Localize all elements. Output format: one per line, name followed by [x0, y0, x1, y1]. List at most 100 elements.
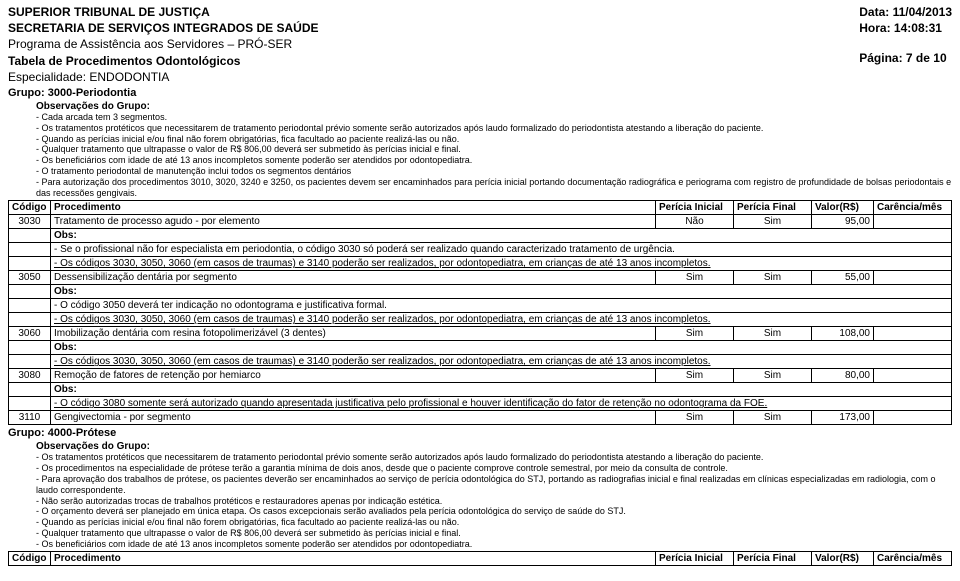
- org-title: SUPERIOR TRIBUNAL DE JUSTIÇA: [8, 4, 319, 20]
- table-row-obs: - O código 3050 deverá ter indicação no …: [9, 299, 952, 313]
- cell-codigo: 3030: [9, 215, 51, 229]
- obs-label: Obs:: [54, 286, 77, 297]
- cell-valor: 108,00: [812, 327, 874, 341]
- cell-codigo: 3050: [9, 271, 51, 285]
- cell-valor: 80,00: [812, 369, 874, 383]
- cell-car: [874, 271, 952, 285]
- header-right: Data: 11/04/2013 Hora: 14:08:31 Página: …: [859, 4, 952, 85]
- table-row-obs: - Se o profissional não for especialista…: [9, 243, 952, 257]
- table-row-obs: - Os códigos 3030, 3050, 3060 (em casos …: [9, 355, 952, 369]
- table-row: 3050Dessensibilização dentária por segme…: [9, 271, 952, 285]
- group-obs-line: - Os procedimentos na especialidade de p…: [36, 463, 952, 474]
- cell-valor: 55,00: [812, 271, 874, 285]
- col-pf: Perícia Final: [734, 552, 812, 566]
- cell-pf: Sim: [734, 271, 812, 285]
- cell-proc: Dessensibilização dentária por segmento: [51, 271, 656, 285]
- table-row-obs-head: Obs:: [9, 229, 952, 243]
- cell-car: [874, 369, 952, 383]
- col-pi: Perícia Inicial: [656, 201, 734, 215]
- group-obs-line: - Qualquer tratamento que ultrapasse o v…: [36, 528, 952, 539]
- cell-car: [874, 327, 952, 341]
- group-obs-line: - Os tratamentos protéticos que necessit…: [36, 452, 952, 463]
- cell-pi: Sim: [656, 369, 734, 383]
- group-obs-line: - Os beneficiários com idade de até 13 a…: [36, 539, 952, 550]
- cell-pf: Sim: [734, 411, 812, 425]
- group-obs-line: - O orçamento deverá ser planejado em ún…: [36, 506, 952, 517]
- table-header-row: Código Procedimento Perícia Inicial Perí…: [9, 201, 952, 215]
- table-body: 3030Tratamento de processo agudo - por e…: [9, 215, 952, 425]
- page-header: SUPERIOR TRIBUNAL DE JUSTIÇA SECRETARIA …: [8, 4, 952, 85]
- cell-proc: Tratamento de processo agudo - por eleme…: [51, 215, 656, 229]
- cell-valor: 95,00: [812, 215, 874, 229]
- col-codigo: Código: [9, 552, 51, 566]
- group-obs-head-1: Observações do Grupo:: [36, 101, 952, 112]
- table-row: 3110Gengivectomia - por segmentoSimSim17…: [9, 411, 952, 425]
- cell-car: [874, 411, 952, 425]
- header-left: SUPERIOR TRIBUNAL DE JUSTIÇA SECRETARIA …: [8, 4, 319, 85]
- cell-pf: Sim: [734, 369, 812, 383]
- cell-valor: 173,00: [812, 411, 874, 425]
- col-car: Carência/mês: [874, 552, 952, 566]
- cell-codigo: 3080: [9, 369, 51, 383]
- dept-title: SECRETARIA DE SERVIÇOS INTEGRADOS DE SAÚ…: [8, 20, 319, 36]
- group-obs-line: - Quando as perícias inicial e/ou final …: [36, 134, 952, 145]
- cell-codigo: 3060: [9, 327, 51, 341]
- group-obs-line: - Quando as perícias inicial e/ou final …: [36, 517, 952, 528]
- obs-label: Obs:: [54, 342, 77, 353]
- cell-codigo: 3110: [9, 411, 51, 425]
- specialty: Especialidade: ENDODONTIA: [8, 69, 319, 85]
- obs-text: - Os códigos 3030, 3050, 3060 (em casos …: [51, 355, 952, 369]
- group-title-2: Grupo: 4000-Prótese: [8, 427, 952, 439]
- table-row: 3060Imobilização dentária com resina fot…: [9, 327, 952, 341]
- table-row-obs: - Os códigos 3030, 3050, 3060 (em casos …: [9, 313, 952, 327]
- cell-proc: Gengivectomia - por segmento: [51, 411, 656, 425]
- group-obs-line: - Não serão autorizadas trocas de trabal…: [36, 496, 952, 507]
- obs-text: - O código 3080 somente será autorizado …: [51, 397, 952, 411]
- cell-pi: Sim: [656, 327, 734, 341]
- obs-text: - O código 3050 deverá ter indicação no …: [51, 299, 952, 313]
- program-title: Programa de Assistência aos Servidores –…: [8, 36, 319, 52]
- group-obs-line: - Os beneficiários com idade de até 13 a…: [36, 155, 952, 166]
- group-title-1: Grupo: 3000-Periodontia: [8, 87, 952, 99]
- cell-pi: Não: [656, 215, 734, 229]
- table-row-obs: - O código 3080 somente será autorizado …: [9, 397, 952, 411]
- table-row: 3080Remoção de fatores de retenção por h…: [9, 369, 952, 383]
- obs-label: Obs:: [54, 384, 77, 395]
- col-pi: Perícia Inicial: [656, 552, 734, 566]
- obs-label: Obs:: [54, 230, 77, 241]
- time-line: Hora: 14:08:31: [859, 20, 952, 36]
- table-row-obs-head: Obs:: [9, 383, 952, 397]
- date-line: Data: 11/04/2013: [859, 4, 952, 20]
- cell-pf: Sim: [734, 215, 812, 229]
- col-pf: Perícia Final: [734, 201, 812, 215]
- col-proc: Procedimento: [51, 552, 656, 566]
- group-obs-line: - Para autorização dos procedimentos 301…: [36, 177, 952, 199]
- obs-text: - Se o profissional não for especialista…: [51, 243, 952, 257]
- table-row-obs: - Os códigos 3030, 3050, 3060 (em casos …: [9, 257, 952, 271]
- procedures-table-2: Código Procedimento Perícia Inicial Perí…: [8, 551, 952, 566]
- cell-proc: Imobilização dentária com resina fotopol…: [51, 327, 656, 341]
- cell-car: [874, 215, 952, 229]
- page-line: Página: 7 de 10: [859, 50, 952, 66]
- obs-text: - Os códigos 3030, 3050, 3060 (em casos …: [51, 313, 952, 327]
- group-obs-head-2: Observações do Grupo:: [36, 441, 952, 452]
- obs-text: - Os códigos 3030, 3050, 3060 (em casos …: [51, 257, 952, 271]
- cell-pi: Sim: [656, 271, 734, 285]
- table-header-row: Código Procedimento Perícia Inicial Perí…: [9, 552, 952, 566]
- cell-proc: Remoção de fatores de retenção por hemia…: [51, 369, 656, 383]
- cell-pf: Sim: [734, 327, 812, 341]
- table-row-obs-head: Obs:: [9, 341, 952, 355]
- group-obs-line: - Os tratamentos protéticos que necessit…: [36, 123, 952, 134]
- group-obs-line: - Cada arcada tem 3 segmentos.: [36, 112, 952, 123]
- cell-pi: Sim: [656, 411, 734, 425]
- col-proc: Procedimento: [51, 201, 656, 215]
- table-row: 3030Tratamento de processo agudo - por e…: [9, 215, 952, 229]
- col-valor: Valor(R$): [812, 201, 874, 215]
- table-row-obs-head: Obs:: [9, 285, 952, 299]
- group-obs-list-2: - Os tratamentos protéticos que necessit…: [8, 452, 952, 549]
- group-obs-line: - Qualquer tratamento que ultrapasse o v…: [36, 144, 952, 155]
- col-car: Carência/mês: [874, 201, 952, 215]
- group-obs-line: - O tratamento periodontal de manutenção…: [36, 166, 952, 177]
- table-title: Tabela de Procedimentos Odontológicos: [8, 53, 319, 69]
- col-valor: Valor(R$): [812, 552, 874, 566]
